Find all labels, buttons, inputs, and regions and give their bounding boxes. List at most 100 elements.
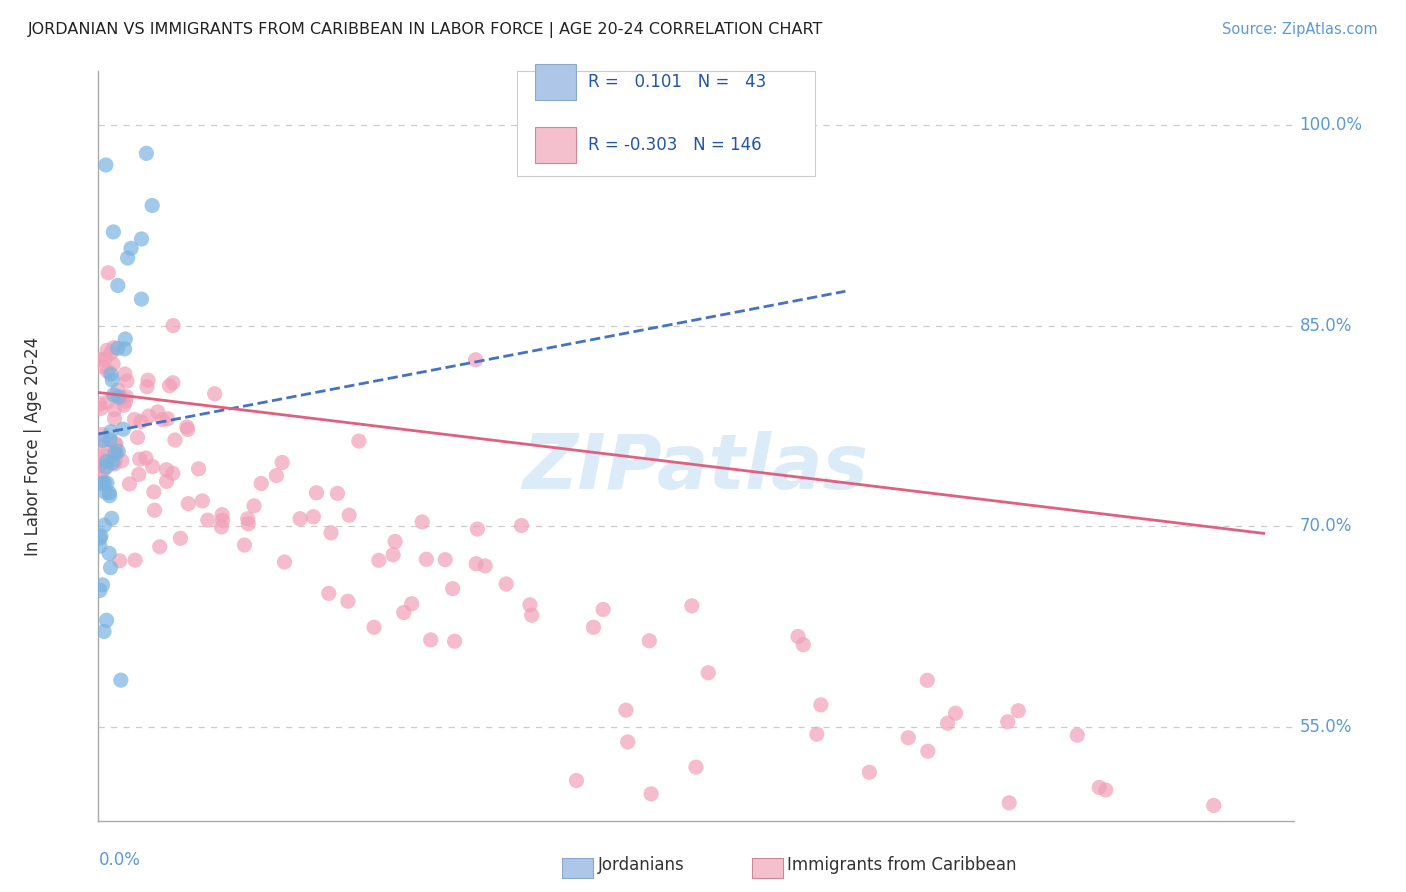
Point [136, 373, 159, 387]
Point [1066, 728, 1088, 742]
Point [89, 397, 111, 411]
Point [91, 427, 114, 442]
Point [107, 444, 129, 458]
Point [302, 509, 325, 524]
Text: Immigrants from Caribbean: Immigrants from Caribbean [787, 856, 1017, 874]
Point [957, 872, 980, 887]
Point [91, 439, 114, 453]
Point [101, 357, 124, 371]
Point [141, 198, 163, 212]
Point [104, 437, 127, 451]
Point [792, 638, 814, 652]
Text: JORDANIAN VS IMMIGRANTS FROM CARIBBEAN IN LABOR FORCE | AGE 20-24 CORRELATION CH: JORDANIAN VS IMMIGRANTS FROM CARIBBEAN I… [28, 22, 824, 38]
Point [93, 449, 115, 463]
Point [89, 539, 111, 553]
Point [101, 456, 124, 470]
Point [266, 468, 288, 483]
Point [319, 525, 342, 540]
Point [146, 405, 169, 419]
Point [336, 594, 359, 608]
Point [90, 401, 112, 416]
Point [197, 513, 219, 527]
Point [91, 453, 114, 467]
Point [105, 445, 128, 459]
Point [363, 620, 385, 634]
Point [519, 598, 541, 612]
Point [401, 597, 423, 611]
Point [114, 332, 136, 346]
Point [1008, 887, 1031, 892]
Point [104, 447, 127, 461]
Point [103, 411, 125, 425]
Point [162, 376, 184, 390]
Point [141, 459, 163, 474]
Point [945, 706, 967, 721]
Point [107, 278, 129, 293]
Point [640, 787, 662, 801]
Text: 55.0%: 55.0% [1299, 718, 1353, 736]
Point [120, 241, 142, 255]
Point [592, 602, 614, 616]
Point [176, 420, 198, 434]
Point [98, 489, 121, 503]
Point [495, 577, 517, 591]
Point [98, 433, 121, 447]
Point [810, 698, 832, 712]
Point [135, 451, 157, 466]
Point [159, 379, 181, 393]
Point [614, 703, 637, 717]
Point [101, 373, 124, 387]
Point [104, 457, 127, 471]
Point [104, 443, 127, 458]
Text: ZIPatlas: ZIPatlas [523, 432, 869, 506]
Point [96, 476, 118, 491]
Point [176, 422, 198, 436]
Point [1078, 827, 1101, 841]
Point [150, 412, 173, 426]
Point [100, 511, 122, 525]
Point [93, 518, 115, 533]
Point [135, 146, 157, 161]
Point [162, 318, 184, 333]
Point [114, 394, 136, 409]
Point [169, 531, 191, 545]
Point [681, 599, 703, 613]
Point [582, 620, 605, 634]
Text: 70.0%: 70.0% [1299, 517, 1353, 535]
Point [112, 398, 135, 412]
Point [897, 731, 920, 745]
Point [91, 476, 114, 491]
Point [367, 553, 389, 567]
Point [917, 744, 939, 758]
Point [96, 395, 118, 409]
Point [155, 463, 177, 477]
Point [89, 459, 111, 474]
Point [108, 554, 131, 568]
Point [127, 430, 149, 444]
Bar [534, 127, 576, 162]
Point [129, 414, 152, 428]
Point [382, 548, 405, 562]
Point [136, 380, 159, 394]
Point [94, 485, 117, 500]
Point [326, 486, 349, 500]
Point [97, 364, 120, 378]
Point [103, 225, 125, 239]
Point [117, 251, 139, 265]
Point [347, 434, 370, 449]
Point [94, 158, 117, 172]
Point [520, 608, 543, 623]
Point [115, 390, 138, 404]
Point [103, 388, 125, 402]
Point [156, 411, 179, 425]
Point [96, 613, 118, 627]
Point [114, 342, 136, 356]
Point [565, 773, 588, 788]
Point [434, 552, 457, 566]
Point [238, 516, 260, 531]
Point [104, 437, 127, 451]
Point [243, 499, 266, 513]
Text: In Labor Force | Age 20-24: In Labor Force | Age 20-24 [24, 336, 42, 556]
Point [1219, 844, 1241, 858]
Point [107, 383, 129, 397]
